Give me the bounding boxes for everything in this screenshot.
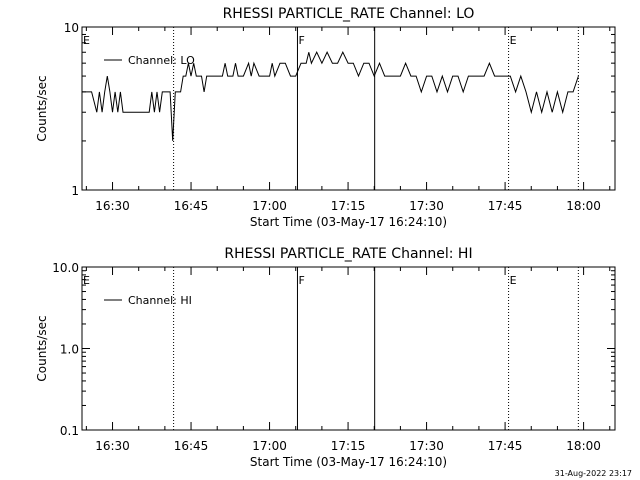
x-tick-label: 17:30 xyxy=(409,199,444,213)
y-tick-label: 1.0 xyxy=(60,343,79,357)
x-tick-label: 17:45 xyxy=(488,439,523,453)
x-tick-label: 16:45 xyxy=(174,439,209,453)
x-tick-label: 17:15 xyxy=(331,439,366,453)
x-tick-label: 16:30 xyxy=(95,199,130,213)
plot-frame xyxy=(81,26,616,191)
y-tick-label: 10.0 xyxy=(52,261,79,275)
event-marker-label: E xyxy=(510,34,517,47)
y-tick-label: 0.1 xyxy=(60,424,79,438)
y-tick-label: 1 xyxy=(71,184,79,198)
x-tick-label: 17:00 xyxy=(252,199,287,213)
y-axis-label: Counts/sec xyxy=(35,75,49,141)
x-tick-label: 17:00 xyxy=(252,439,287,453)
chart-title: RHESSI PARTICLE_RATE Channel: LO xyxy=(223,6,475,22)
event-marker-label: F xyxy=(298,34,304,47)
plot-frame xyxy=(81,266,616,431)
x-tick-label: 16:45 xyxy=(174,199,209,213)
series-line xyxy=(82,51,579,141)
x-tick-label: 17:45 xyxy=(488,199,523,213)
x-axis-label: Start Time (03-May-17 16:24:10) xyxy=(250,455,447,469)
y-tick-label: 10 xyxy=(64,21,79,35)
x-tick-label: 18:00 xyxy=(566,439,601,453)
footer-stamp: 31-Aug-2022 23:17 xyxy=(554,469,632,478)
legend-entry: Channel: LO xyxy=(128,54,195,67)
x-tick-label: 17:30 xyxy=(409,439,444,453)
x-tick-label: 17:15 xyxy=(331,199,366,213)
x-axis-label: Start Time (03-May-17 16:24:10) xyxy=(250,215,447,229)
x-tick-label: 16:30 xyxy=(95,439,130,453)
y-axis-label: Counts/sec xyxy=(35,315,49,381)
event-marker-label: E xyxy=(83,274,90,287)
event-marker-label: E xyxy=(510,274,517,287)
legend-entry: Channel: HI xyxy=(128,294,192,307)
event-marker-label: E xyxy=(83,34,90,47)
event-marker-label: F xyxy=(298,274,304,287)
chart-title: RHESSI PARTICLE_RATE Channel: HI xyxy=(224,246,472,262)
x-tick-label: 18:00 xyxy=(566,199,601,213)
